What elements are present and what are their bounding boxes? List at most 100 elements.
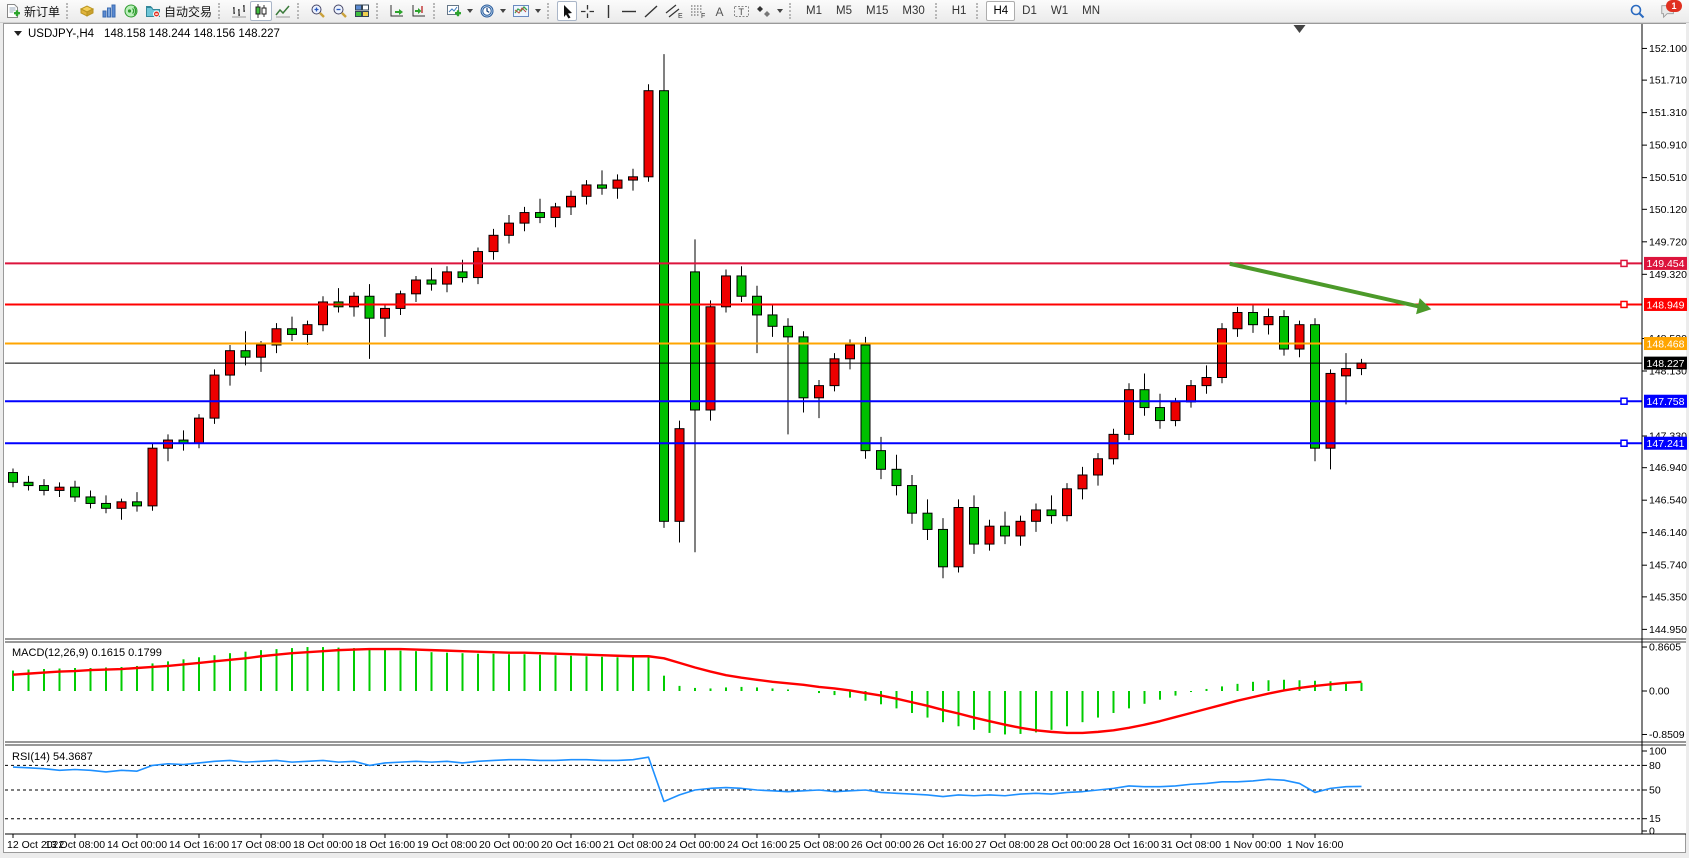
candle: [519, 206, 530, 232]
candle: [1139, 373, 1150, 416]
time-tick-label: 26 Oct 00:00: [851, 839, 911, 851]
timeframe-button-m5[interactable]: M5: [836, 5, 852, 17]
candle: [1232, 306, 1243, 337]
timeframe-button-mn[interactable]: MN: [1082, 5, 1100, 17]
rsi-tick-label: 15: [1649, 813, 1661, 825]
notifications-button[interactable]: 1: [1657, 0, 1682, 21]
bar-chart-button[interactable]: [228, 1, 250, 21]
timeframe-button-m30[interactable]: M30: [902, 5, 925, 17]
notification-badge: 1: [1666, 0, 1682, 12]
candlestick-chart-button[interactable]: [250, 1, 273, 21]
time-tick-label: 20 Oct 16:00: [541, 839, 601, 851]
candle: [240, 331, 251, 366]
chart-canvas[interactable]: 152.100 151.710 151.310 150.910 150.510 150.1…: [4, 24, 1687, 854]
crosshair-button[interactable]: [577, 1, 598, 21]
trend-arrow-object[interactable]: [1229, 261, 1422, 309]
auto-scroll-button[interactable]: [386, 1, 408, 21]
zoom-out-icon: [333, 4, 347, 18]
timeframe-button-h4[interactable]: H4: [986, 1, 1016, 21]
svg-text:148.227: 148.227: [1647, 358, 1685, 370]
candle: [380, 304, 390, 337]
profiles-button[interactable]: [76, 1, 98, 21]
equidistant-channel-button[interactable]: E: [662, 1, 686, 21]
period-clock-button[interactable]: [476, 1, 509, 21]
new-order-button[interactable]: 新订单: [2, 1, 63, 21]
candle: [860, 336, 871, 459]
timeframe-button-m1[interactable]: M1: [806, 5, 823, 17]
chart-shift-button[interactable]: [408, 1, 430, 21]
price-tick-label: 150.120: [1649, 204, 1687, 216]
chart-collapse-icon[interactable]: [14, 31, 22, 36]
svg-text:F: F: [701, 13, 705, 19]
candle: [256, 340, 266, 372]
toolbar-grip: [66, 3, 73, 19]
candle: [101, 495, 111, 514]
candle: [1062, 483, 1072, 522]
candle: [302, 320, 313, 345]
signals-button[interactable]: [120, 1, 142, 21]
price-tick-label: 151.710: [1649, 75, 1687, 87]
line-chart-button[interactable]: [272, 1, 294, 21]
autotrade-button[interactable]: 自动交易: [142, 1, 215, 21]
templates-button[interactable]: [509, 1, 544, 21]
dropdown-caret-icon: [467, 9, 474, 13]
rsi-indicator-label: RSI(14) 54.3687: [12, 751, 93, 763]
vertical-line-icon: [607, 4, 609, 18]
candle: [395, 290, 406, 315]
toolbar-right-group: 1: [1626, 0, 1687, 21]
time-tick-label: 18 Oct 00:00: [293, 839, 353, 851]
candle: [566, 190, 576, 215]
timeframe-button-h1[interactable]: H1: [951, 5, 967, 17]
time-tick-label: 17 Oct 08:00: [231, 839, 291, 851]
zoom-out-button[interactable]: [329, 1, 351, 21]
line-drag-handle[interactable]: [1620, 439, 1628, 447]
line-drag-handle[interactable]: [1620, 300, 1628, 309]
tile-windows-icon: [355, 4, 370, 17]
time-tick-label: 19 Oct 08:00: [417, 839, 477, 851]
timeframe-button-w1[interactable]: W1: [1050, 5, 1069, 17]
candle: [705, 300, 716, 421]
line-drag-handle[interactable]: [1620, 397, 1628, 405]
candle: [550, 202, 561, 228]
tile-windows-button[interactable]: [351, 1, 373, 21]
search-button[interactable]: [1626, 1, 1649, 21]
candle: [147, 442, 158, 511]
candle: [287, 316, 297, 341]
crosshair-icon: [581, 4, 595, 18]
text-label-button[interactable]: T: [730, 1, 753, 21]
time-tick-label: 25 Oct 08:00: [789, 839, 849, 851]
svg-text:147.758: 147.758: [1647, 396, 1685, 408]
fibonacci-button[interactable]: F: [686, 1, 710, 21]
new-order-label: 新订单: [24, 4, 61, 19]
chart-shift-icon: [412, 5, 426, 17]
new-chart-button[interactable]: [443, 1, 476, 21]
trend-arrow-head[interactable]: [1416, 298, 1432, 315]
timeframe-button-d1[interactable]: D1: [1022, 5, 1037, 17]
cursor-button[interactable]: [557, 1, 578, 21]
candle: [1155, 393, 1165, 429]
candle: [597, 170, 607, 195]
market-watch-button[interactable]: [98, 1, 120, 21]
price-tick-label: 150.910: [1649, 140, 1687, 152]
macd-indicator-label: MACD(12,26,9) 0.1615 0.1799: [12, 647, 162, 659]
timeframe-button-m15[interactable]: M15: [866, 5, 889, 17]
trendline-button[interactable]: [640, 1, 662, 21]
text-button[interactable]: A: [710, 1, 730, 21]
candle: [1279, 310, 1289, 356]
toolbar-grip: [376, 3, 383, 19]
zoom-in-button[interactable]: [307, 1, 329, 21]
candle: [1310, 318, 1320, 462]
macd-tick-label: 0.00: [1649, 686, 1670, 698]
candle: [581, 180, 592, 205]
macd-tick-label: 0.8605: [1649, 642, 1681, 654]
candle: [1077, 466, 1088, 500]
candle: [612, 174, 623, 199]
vertical-line-button[interactable]: [598, 1, 618, 21]
rsi-line: [12, 756, 1362, 803]
chart-shift-marker[interactable]: [1293, 25, 1306, 33]
candle: [318, 296, 328, 332]
horizontal-line-button[interactable]: [618, 1, 640, 21]
arrows-button[interactable]: [753, 1, 786, 21]
fibonacci-icon: F: [691, 5, 705, 19]
line-drag-handle[interactable]: [1620, 259, 1628, 268]
